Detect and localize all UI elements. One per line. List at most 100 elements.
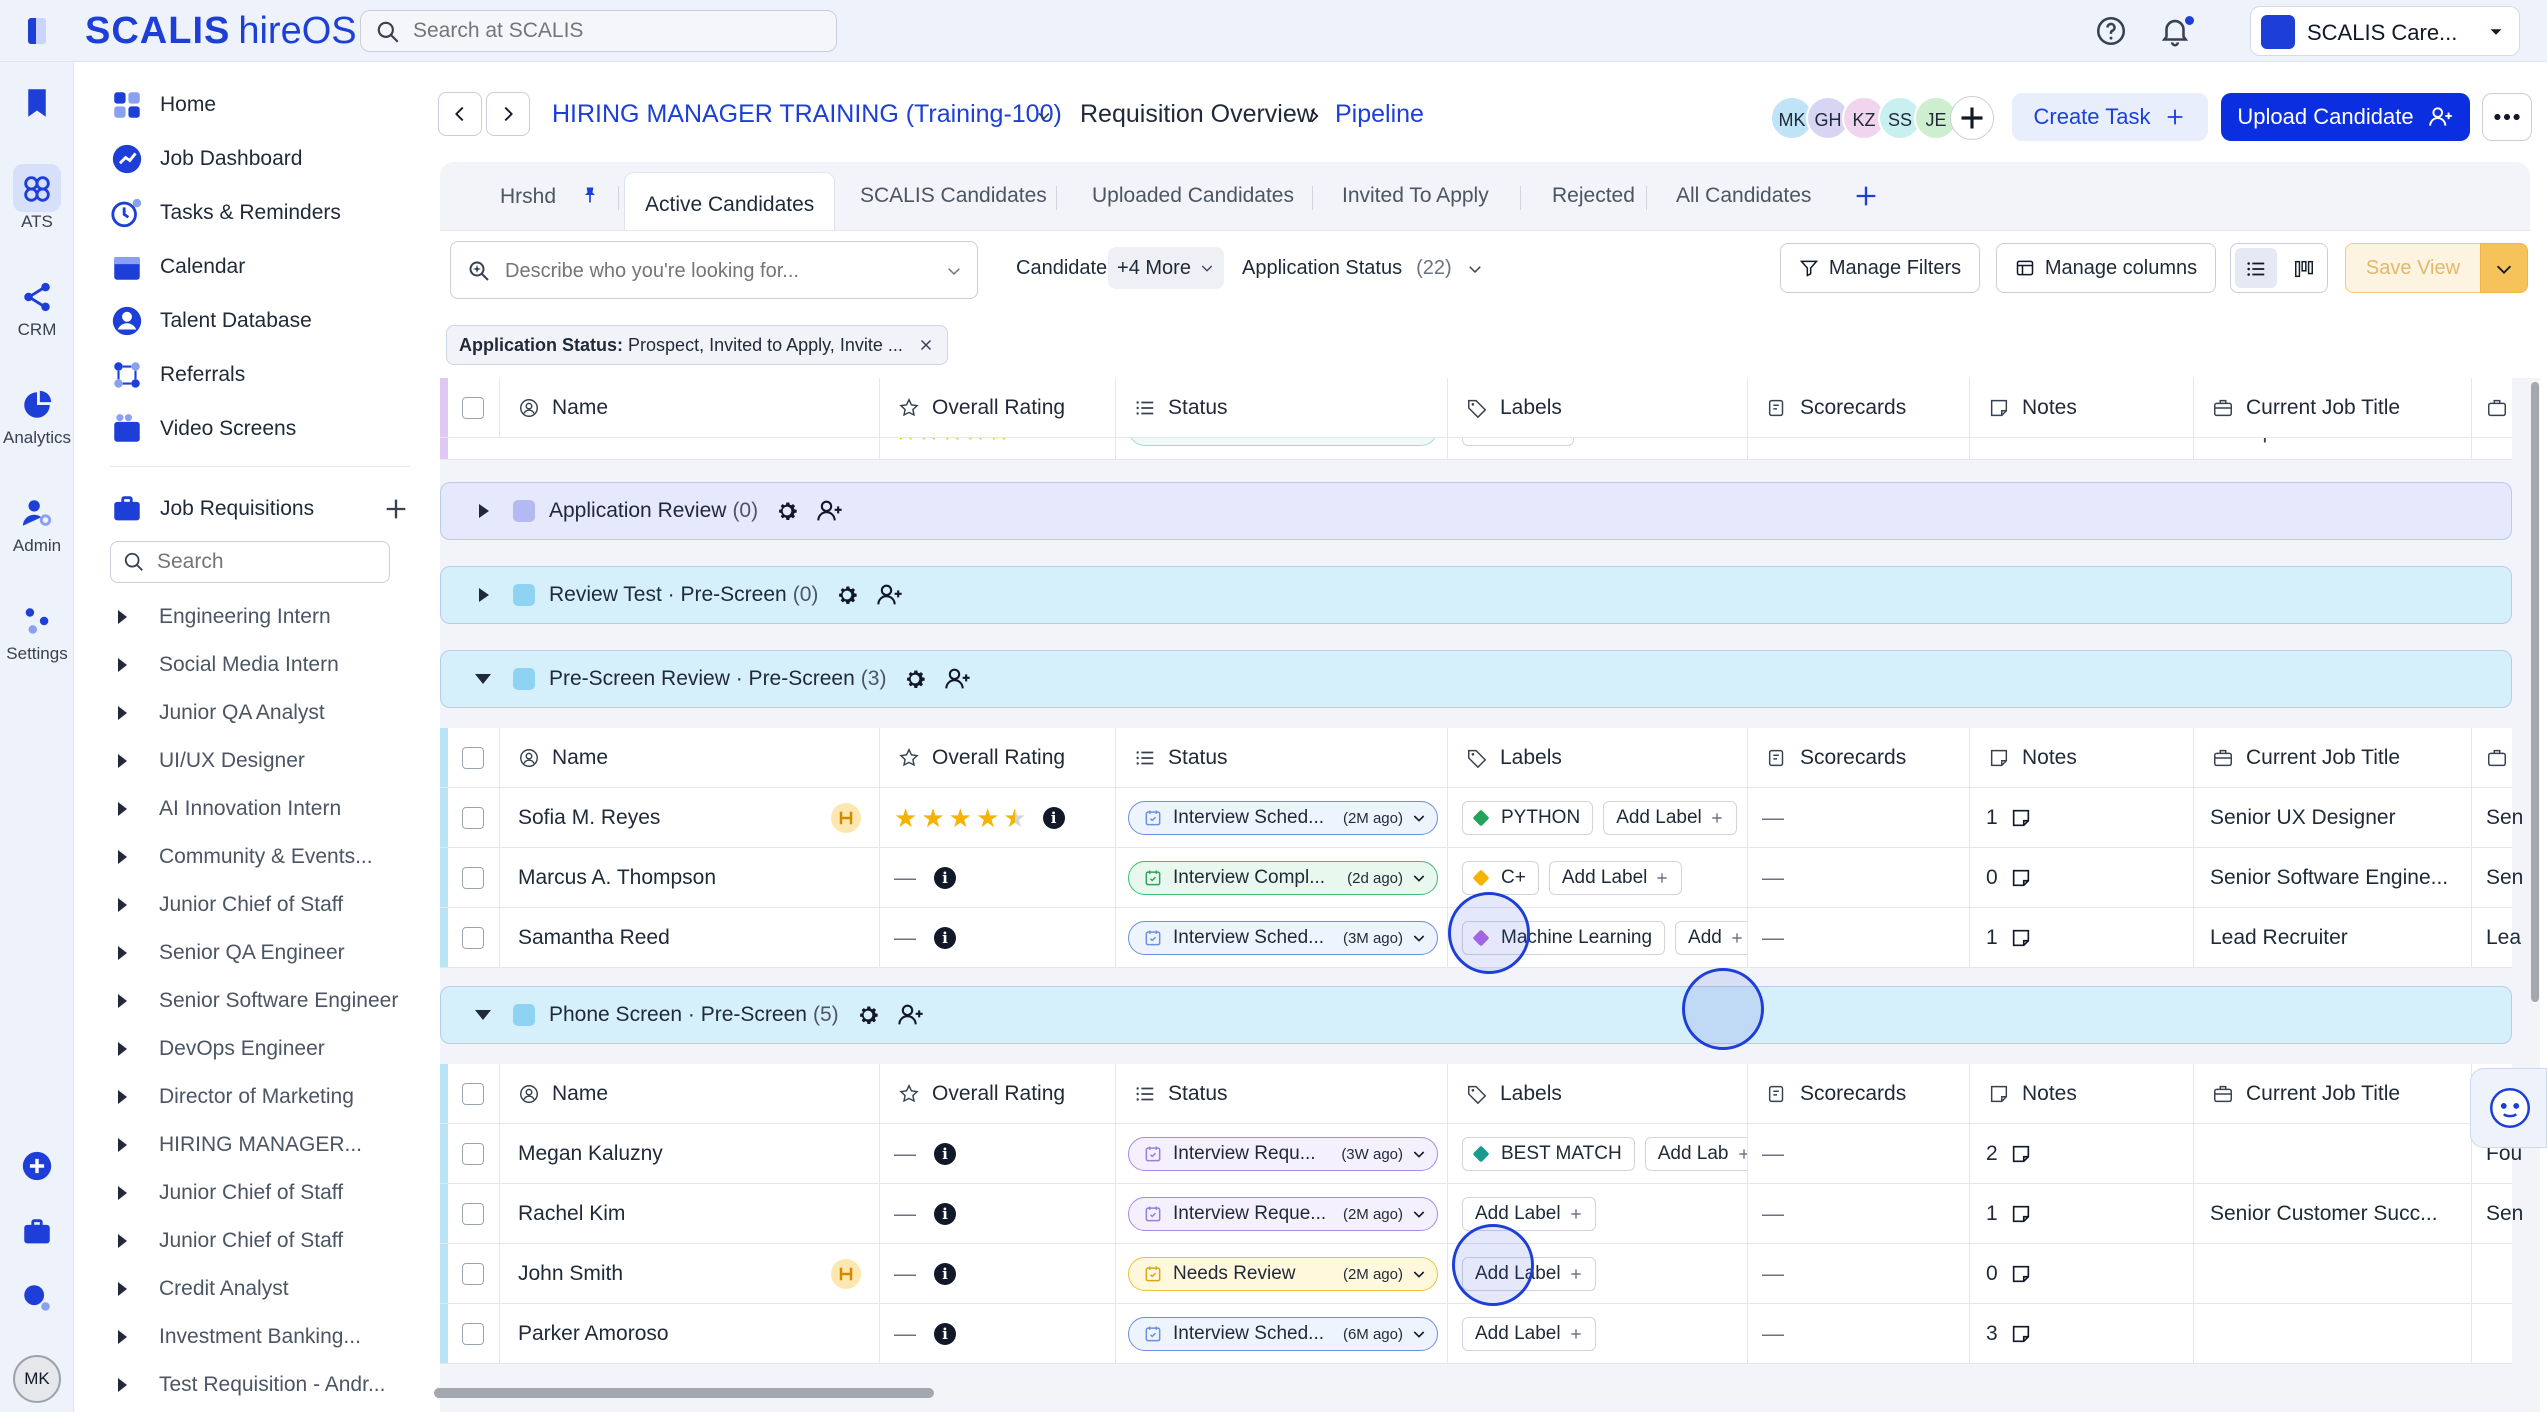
add-collaborator-button[interactable]	[1950, 96, 1994, 140]
collapse-arrow-icon[interactable]	[475, 1010, 491, 1020]
manage-columns-button[interactable]: Manage columns	[1996, 243, 2216, 293]
add-label-button[interactable]: Add Label	[1462, 1197, 1596, 1231]
requisition-item[interactable]: UI/UX Designer	[118, 744, 305, 778]
candidate-label[interactable]: C+	[1462, 861, 1539, 895]
view-mode-toggle[interactable]	[2230, 243, 2328, 293]
stage-group-header[interactable]: Pre-Screen Review · Pre-Screen (3)	[440, 650, 2512, 708]
stage-group-header[interactable]: Application Review (0)	[440, 482, 2512, 540]
user-search-icon[interactable]	[20, 1281, 54, 1315]
add-label-button[interactable]: Add Label	[1603, 801, 1737, 835]
add-circle-icon[interactable]	[20, 1149, 54, 1183]
candidate-name[interactable]: Sofia M. Reyes	[518, 806, 661, 829]
requisition-item[interactable]: HIRING MANAGER...	[118, 1128, 362, 1162]
note-icon[interactable]	[2010, 807, 2032, 829]
ai-candidate-search[interactable]	[450, 241, 978, 299]
info-icon[interactable]: i	[934, 1143, 956, 1165]
table-row[interactable]: Megan Kaluzny — i Interview Requ... (3W ag…	[440, 1124, 2522, 1184]
collapse-arrow-icon[interactable]	[475, 674, 491, 684]
status-dropdown[interactable]: Interview Requ... (3W ago)	[1128, 1137, 1438, 1171]
column-header-score[interactable]: Scorecards	[1766, 746, 1906, 770]
global-search-input[interactable]	[413, 17, 813, 45]
candidate-name[interactable]: Marcus A. Thompson	[518, 866, 717, 889]
requisition-item[interactable]: Community & Events...	[118, 840, 373, 874]
tab-uploaded-candidates[interactable]: Uploaded Candidates	[1092, 184, 1294, 207]
tab-all-candidates[interactable]: All Candidates	[1676, 184, 1812, 207]
requisition-search-input[interactable]	[157, 549, 377, 575]
ai-match-icon[interactable]	[831, 803, 861, 833]
candidate-name[interactable]: Rachel Kim	[518, 1202, 626, 1225]
add-label-button[interactable]: Add	[1675, 921, 1747, 955]
candidate-label[interactable]: BEST MATCH	[1462, 1137, 1635, 1171]
column-header-notes[interactable]: Notes	[1988, 746, 2077, 770]
expand-arrow-icon[interactable]	[479, 588, 489, 602]
column-header-labels[interactable]: Labels	[1466, 1082, 1562, 1106]
status-dropdown[interactable]: Needs Review (2M ago)	[1128, 1257, 1438, 1291]
add-tab-icon[interactable]	[1852, 182, 1880, 210]
column-header-status[interactable]: Status	[1134, 746, 1228, 770]
column-header-labels[interactable]: Labels	[1466, 396, 1562, 420]
app-logo[interactable]: SCALIS hireOS	[85, 10, 357, 52]
requisition-item[interactable]: Engineering Intern	[118, 600, 331, 634]
rail-crm[interactable]: CRM	[0, 280, 74, 340]
ai-match-icon[interactable]	[831, 1259, 861, 1289]
nav-item-video-screens[interactable]: Video Screens	[110, 412, 296, 446]
help-icon[interactable]	[2094, 14, 2128, 48]
row-checkbox[interactable]	[462, 1203, 484, 1225]
add-user-icon[interactable]	[816, 497, 844, 525]
nav-item-referrals[interactable]: Referrals	[110, 358, 245, 392]
status-dropdown[interactable]: Interview Compl... (2d ago)	[1128, 861, 1438, 895]
info-icon[interactable]: i	[934, 1203, 956, 1225]
upload-candidate-button[interactable]: Upload Candidate	[2221, 93, 2470, 141]
row-checkbox[interactable]	[462, 807, 484, 829]
note-icon[interactable]	[2010, 1203, 2032, 1225]
column-header-name[interactable]: Name	[518, 396, 608, 420]
table-row[interactable]: Parker Amoroso — i Interview Sched... (6M …	[440, 1304, 2512, 1364]
tab-active-candidates[interactable]: Active Candidates	[624, 172, 836, 230]
bell-icon[interactable]	[2158, 14, 2192, 48]
global-search[interactable]	[360, 10, 837, 52]
application-status-filter[interactable]: Application Status (22)	[1242, 257, 1484, 280]
column-header-name[interactable]: Name	[518, 746, 608, 770]
info-icon[interactable]: i	[1042, 807, 1065, 829]
requisition-item[interactable]: DevOps Engineer	[118, 1032, 325, 1066]
requisition-item[interactable]: Investment Banking...	[118, 1320, 361, 1354]
kanban-view-icon[interactable]	[2293, 258, 2315, 280]
row-checkbox[interactable]	[462, 1263, 484, 1285]
more-options-button[interactable]	[2482, 93, 2532, 141]
candidate-name[interactable]: John Smith	[518, 1262, 624, 1285]
horizontal-scrollbar[interactable]	[434, 1386, 2520, 1400]
briefcase-add-icon[interactable]	[20, 1215, 54, 1249]
avatar[interactable]: KZ	[1842, 96, 1886, 140]
gear-icon[interactable]	[855, 1002, 881, 1028]
add-requisition-icon[interactable]	[382, 495, 410, 523]
forward-button[interactable]	[486, 92, 530, 136]
requisition-item[interactable]: Credit Analyst	[118, 1272, 289, 1306]
status-dropdown[interactable]: Interview Sched... (2M ago)	[1128, 801, 1438, 835]
note-icon[interactable]	[2010, 1263, 2032, 1285]
add-label-button[interactable]: Add Label	[1548, 861, 1683, 895]
candidate-grid[interactable]: Ethan Brooks ★★★★★ Prospect Add Label Pr…	[440, 378, 2530, 1412]
stage-group-header[interactable]: Review Test · Pre-Screen (0)	[440, 566, 2512, 624]
candidate-name[interactable]: Parker Amoroso	[518, 1322, 669, 1345]
requisition-item[interactable]: Junior QA Analyst	[118, 696, 325, 730]
save-view-button[interactable]: Save View	[2345, 243, 2480, 293]
ai-assistant-button[interactable]	[2470, 1068, 2547, 1148]
requisition-item[interactable]: Test Requisition - Andr...	[118, 1368, 385, 1402]
info-icon[interactable]: i	[934, 1263, 956, 1285]
row-checkbox[interactable]	[462, 927, 484, 949]
gear-icon[interactable]	[774, 498, 800, 524]
vertical-scrollbar[interactable]	[2530, 378, 2540, 1412]
requisition-item[interactable]: Senior QA Engineer	[118, 936, 345, 970]
job-requisitions-header[interactable]: Job Requisitions	[110, 492, 410, 526]
rail-admin[interactable]: Admin	[0, 496, 74, 556]
add-label-button[interactable]: Add Label	[1462, 1317, 1596, 1351]
requisition-search[interactable]	[110, 541, 390, 583]
candidate-name[interactable]: Samantha Reed	[518, 926, 670, 949]
avatar[interactable]: JE	[1914, 96, 1958, 140]
rail-settings[interactable]: Settings	[0, 604, 74, 664]
tab-invited-to-apply[interactable]: Invited To Apply	[1342, 184, 1489, 207]
info-icon[interactable]: i	[934, 867, 956, 889]
requisition-item[interactable]: Director of Marketing	[118, 1080, 354, 1114]
column-header-notes[interactable]: Notes	[1988, 396, 2077, 420]
requisition-item[interactable]: Social Media Intern	[118, 648, 339, 682]
